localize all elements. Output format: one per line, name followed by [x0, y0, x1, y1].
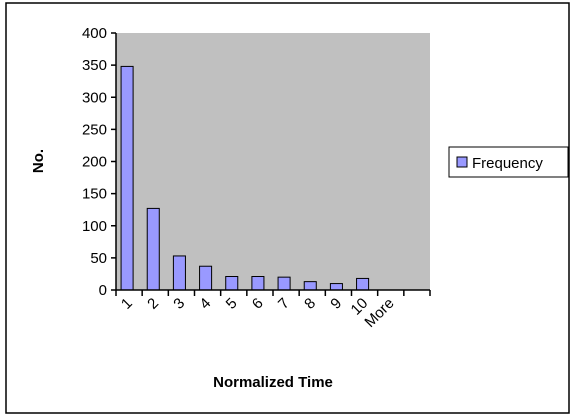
y-tick-label: 400 [82, 25, 107, 42]
y-tick-label: 50 [90, 250, 107, 267]
bar-2 [146, 207, 160, 291]
bar-7 [277, 276, 291, 291]
legend-label: Frequency [472, 155, 543, 172]
x-axis-title: Normalized Time [213, 374, 333, 391]
y-tick-label: 100 [82, 218, 107, 235]
bar-8 [303, 281, 317, 291]
y-tick-label: 250 [82, 121, 107, 138]
bar-series [120, 65, 370, 291]
y-tick-label: 0 [99, 282, 107, 299]
y-tick-label: 350 [82, 57, 107, 74]
bar-1 [120, 65, 134, 291]
plot-area [116, 33, 430, 290]
y-tick-label: 200 [82, 154, 107, 171]
legend: Frequency [448, 146, 569, 178]
bar-9 [329, 283, 343, 291]
bar-4 [199, 265, 213, 291]
legend-box [448, 146, 569, 178]
legend-swatch [456, 156, 468, 168]
y-axis-ticks: 0 50 100 150 200 250 300 350 400 [82, 25, 116, 299]
y-tick-label: 150 [82, 186, 107, 203]
bar-5 [225, 276, 239, 291]
y-axis-title: No. [30, 149, 47, 173]
bar-3 [172, 255, 186, 291]
y-tick-label: 300 [82, 89, 107, 106]
bar-6 [251, 276, 265, 291]
bar-10 [356, 277, 370, 291]
